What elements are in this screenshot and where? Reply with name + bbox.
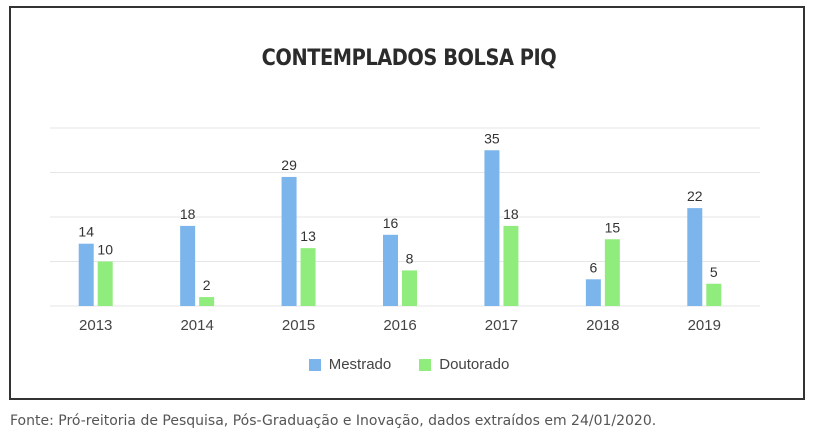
data-label-doutorado-2013: 10 <box>97 242 113 258</box>
x-tick-label: 2016 <box>383 317 416 334</box>
data-label-doutorado-2017: 18 <box>503 206 519 222</box>
bars <box>78 150 722 307</box>
data-label-doutorado-2014: 2 <box>203 277 211 293</box>
bar-doutorado-2014[interactable] <box>199 297 215 306</box>
data-label-doutorado-2016: 8 <box>406 250 414 266</box>
legend: Mestrado Doutorado <box>0 356 818 373</box>
x-tick-label: 2014 <box>180 317 213 334</box>
chart-title: CONTEMPLADOS BOLSA PIQ <box>261 46 557 71</box>
x-tick-label: 2019 <box>688 317 721 334</box>
chart-frame <box>9 6 805 400</box>
bar-doutorado-2018[interactable] <box>604 239 620 306</box>
x-tick-label: 2013 <box>79 317 112 334</box>
x-tick-label: 2018 <box>586 317 619 334</box>
legend-swatch-mestrado <box>308 358 321 371</box>
bar-mestrado-2019[interactable] <box>687 208 703 306</box>
x-tick-label: 2017 <box>485 317 518 334</box>
data-label-mestrado-2013: 14 <box>78 224 94 240</box>
legend-label-mestrado: Mestrado <box>328 356 392 373</box>
data-label-mestrado-2018: 6 <box>589 259 597 275</box>
data-label-doutorado-2018: 15 <box>605 219 621 235</box>
data-label-mestrado-2014: 18 <box>180 206 196 222</box>
legend-swatch-doutorado <box>419 358 432 371</box>
bar-mestrado-2016[interactable] <box>383 234 398 306</box>
data-label-doutorado-2015: 13 <box>300 228 316 244</box>
bar-mestrado-2015[interactable] <box>281 176 297 306</box>
data-label-mestrado-2015: 29 <box>281 157 297 173</box>
data-label-mestrado-2019: 22 <box>687 188 703 204</box>
source-note: Fonte: Pró-reitoria de Pesquisa, Pós-Gra… <box>10 413 657 429</box>
legend-label-doutorado: Doutorado <box>439 356 510 373</box>
legend-item-doutorado[interactable]: Doutorado <box>419 356 509 373</box>
grid-lines <box>50 127 760 307</box>
bar-doutorado-2017[interactable] <box>503 225 519 306</box>
x-axis-ticks: 2013 2014 2015 2016 2017 2018 2019 <box>79 317 721 334</box>
legend-item-mestrado[interactable]: Mestrado <box>308 356 392 373</box>
x-tick-label: 2015 <box>282 317 315 334</box>
data-label-mestrado-2017: 35 <box>484 130 500 146</box>
bar-mestrado-2018[interactable] <box>585 279 601 306</box>
bar-mestrado-2013[interactable] <box>78 243 94 306</box>
data-label-doutorado-2019: 5 <box>710 264 718 280</box>
data-label-mestrado-2016: 16 <box>383 215 399 231</box>
bar-mestrado-2014[interactable] <box>180 225 196 306</box>
bar-doutorado-2019[interactable] <box>706 283 722 306</box>
bar-doutorado-2015[interactable] <box>300 248 316 306</box>
bar-mestrado-2017[interactable] <box>484 150 500 306</box>
bar-doutorado-2013[interactable] <box>97 261 113 307</box>
bar-doutorado-2016[interactable] <box>402 270 417 306</box>
